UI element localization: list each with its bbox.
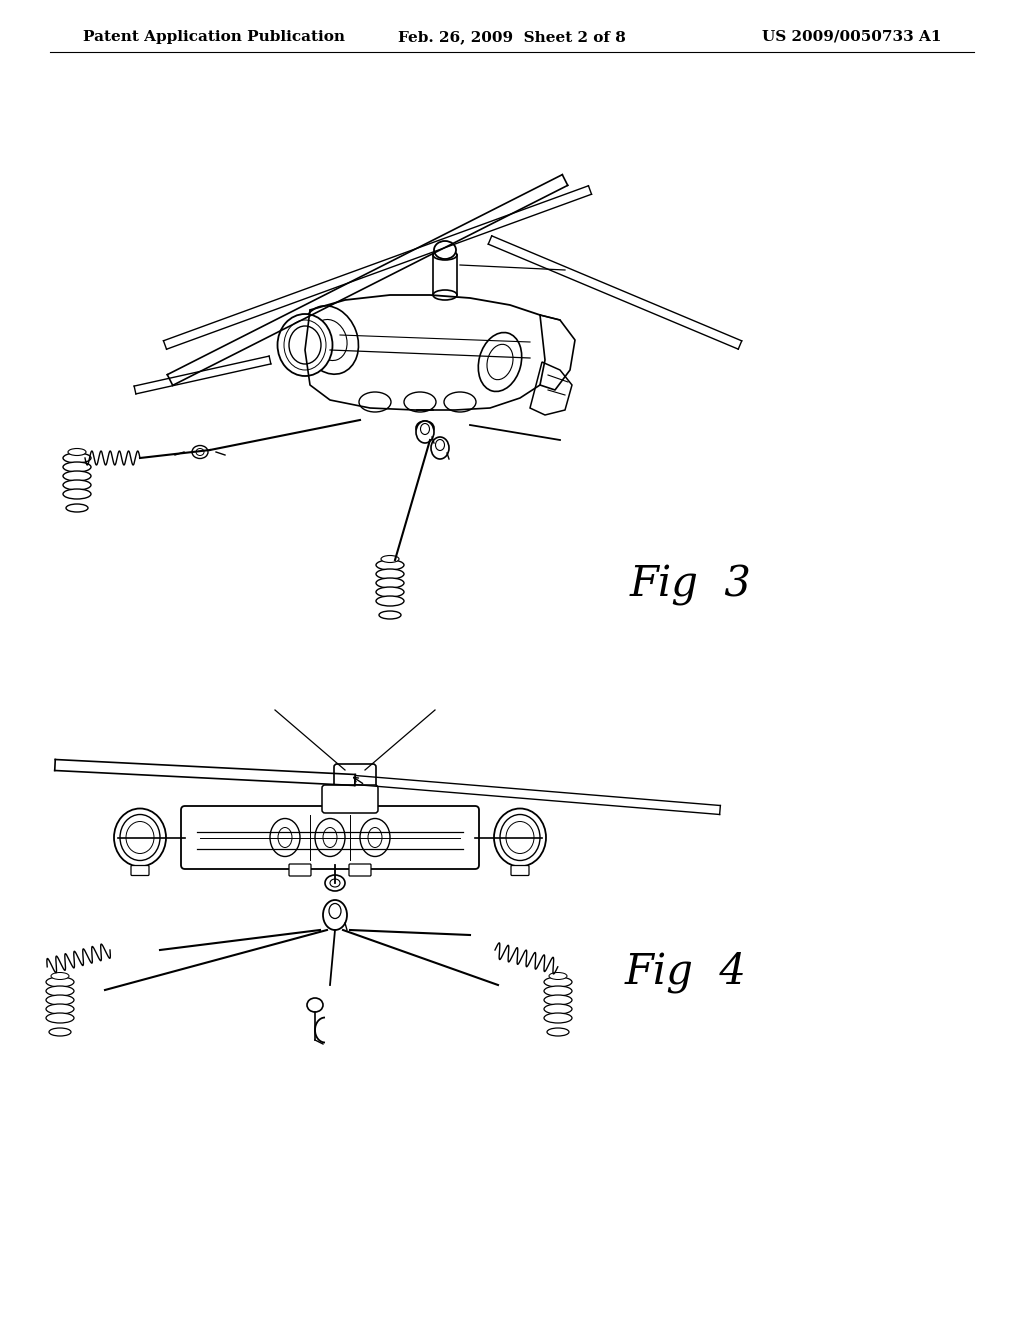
Ellipse shape — [63, 471, 91, 480]
Ellipse shape — [544, 977, 572, 987]
Ellipse shape — [376, 587, 404, 597]
Ellipse shape — [544, 995, 572, 1005]
Ellipse shape — [494, 808, 546, 866]
Text: Fig  3: Fig 3 — [630, 564, 752, 606]
FancyBboxPatch shape — [334, 764, 376, 799]
Text: US 2009/0050733 A1: US 2009/0050733 A1 — [762, 30, 941, 44]
Ellipse shape — [478, 333, 521, 392]
Ellipse shape — [431, 437, 449, 459]
Ellipse shape — [434, 242, 456, 259]
Text: Fig  4: Fig 4 — [625, 950, 746, 993]
Ellipse shape — [323, 900, 347, 931]
Ellipse shape — [46, 1005, 74, 1014]
FancyBboxPatch shape — [181, 807, 479, 869]
Ellipse shape — [46, 986, 74, 997]
Ellipse shape — [114, 808, 166, 866]
Ellipse shape — [376, 597, 404, 606]
FancyBboxPatch shape — [349, 865, 371, 876]
FancyBboxPatch shape — [322, 785, 378, 813]
FancyBboxPatch shape — [289, 865, 311, 876]
Ellipse shape — [360, 818, 390, 857]
Ellipse shape — [544, 1005, 572, 1014]
Ellipse shape — [66, 504, 88, 512]
Ellipse shape — [376, 578, 404, 587]
Ellipse shape — [193, 446, 208, 458]
Ellipse shape — [379, 611, 401, 619]
Ellipse shape — [46, 977, 74, 987]
Text: Feb. 26, 2009  Sheet 2 of 8: Feb. 26, 2009 Sheet 2 of 8 — [398, 30, 626, 44]
Ellipse shape — [359, 392, 391, 412]
Ellipse shape — [416, 421, 434, 444]
Ellipse shape — [544, 1012, 572, 1023]
Ellipse shape — [63, 453, 91, 463]
Ellipse shape — [63, 488, 91, 499]
Ellipse shape — [376, 560, 404, 570]
Ellipse shape — [433, 290, 457, 300]
Ellipse shape — [325, 875, 345, 891]
Ellipse shape — [278, 314, 333, 376]
Text: Patent Application Publication: Patent Application Publication — [83, 30, 345, 44]
Ellipse shape — [307, 998, 323, 1012]
Ellipse shape — [46, 1012, 74, 1023]
Ellipse shape — [404, 392, 436, 412]
Ellipse shape — [416, 421, 434, 436]
Ellipse shape — [444, 392, 476, 412]
Polygon shape — [530, 362, 572, 414]
Ellipse shape — [301, 306, 358, 374]
Ellipse shape — [51, 973, 69, 979]
Ellipse shape — [270, 818, 300, 857]
Ellipse shape — [544, 986, 572, 997]
Ellipse shape — [547, 1028, 569, 1036]
Ellipse shape — [46, 995, 74, 1005]
Ellipse shape — [63, 462, 91, 473]
Ellipse shape — [63, 480, 91, 490]
Ellipse shape — [549, 973, 567, 979]
Ellipse shape — [381, 556, 399, 562]
Ellipse shape — [49, 1028, 71, 1036]
Ellipse shape — [315, 818, 345, 857]
Ellipse shape — [433, 249, 457, 260]
Ellipse shape — [376, 569, 404, 579]
Ellipse shape — [68, 449, 86, 455]
FancyBboxPatch shape — [511, 866, 529, 875]
FancyBboxPatch shape — [131, 866, 150, 875]
